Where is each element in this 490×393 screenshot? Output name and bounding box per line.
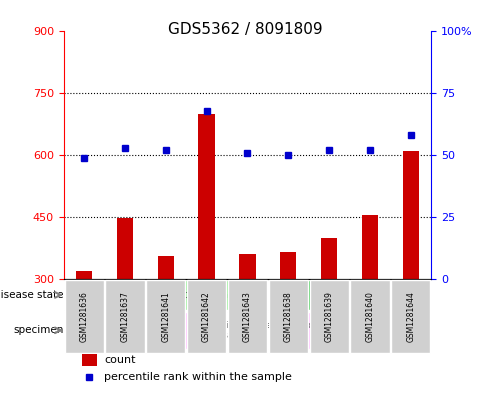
Bar [280, 252, 296, 279]
FancyBboxPatch shape [268, 312, 391, 349]
Text: commer-
cial RNA
pool: commer- cial RNA pool [392, 316, 429, 345]
FancyBboxPatch shape [268, 280, 431, 310]
Text: count: count [104, 354, 136, 365]
FancyBboxPatch shape [105, 280, 145, 353]
FancyBboxPatch shape [64, 280, 268, 310]
Bar [198, 114, 215, 279]
Text: GSM1281636: GSM1281636 [79, 291, 89, 342]
Text: GSM1281639: GSM1281639 [324, 291, 334, 342]
FancyBboxPatch shape [391, 280, 430, 353]
Text: percentile rank within the sample: percentile rank within the sample [104, 372, 292, 382]
Bar [321, 238, 337, 279]
Text: GDS5362 / 8091809: GDS5362 / 8091809 [168, 22, 322, 37]
Bar [76, 271, 92, 279]
FancyBboxPatch shape [64, 312, 227, 349]
Text: GSM1281637: GSM1281637 [121, 291, 129, 342]
FancyBboxPatch shape [350, 280, 390, 353]
FancyBboxPatch shape [187, 280, 226, 353]
Text: anaplastic thyroid carcinomas: anaplastic thyroid carcinomas [92, 290, 239, 300]
FancyBboxPatch shape [146, 280, 185, 353]
Bar [362, 215, 378, 279]
Bar [158, 256, 174, 279]
Text: fresh-frozen: fresh-frozen [120, 326, 171, 335]
Text: GSM1281642: GSM1281642 [202, 291, 211, 342]
Bar [403, 151, 419, 279]
FancyBboxPatch shape [227, 312, 268, 349]
Text: GSM1281643: GSM1281643 [243, 291, 252, 342]
FancyBboxPatch shape [269, 280, 308, 353]
Bar [82, 353, 97, 365]
Text: GSM1281641: GSM1281641 [161, 291, 171, 342]
Bar [239, 254, 256, 279]
FancyBboxPatch shape [310, 280, 349, 353]
Text: GSM1281640: GSM1281640 [366, 291, 374, 342]
Bar [117, 218, 133, 279]
FancyBboxPatch shape [65, 280, 104, 353]
Text: fine-needle
aspiration: fine-needle aspiration [223, 321, 271, 340]
Text: GSM1281644: GSM1281644 [406, 291, 416, 342]
Text: GSM1281638: GSM1281638 [284, 291, 293, 342]
Text: fresh-frozen contralateral
lobe: fresh-frozen contralateral lobe [275, 321, 383, 340]
Text: specimen: specimen [13, 325, 64, 335]
FancyBboxPatch shape [228, 280, 267, 353]
FancyBboxPatch shape [391, 312, 431, 349]
Text: disease state: disease state [0, 290, 64, 300]
Text: normal: normal [332, 290, 367, 300]
